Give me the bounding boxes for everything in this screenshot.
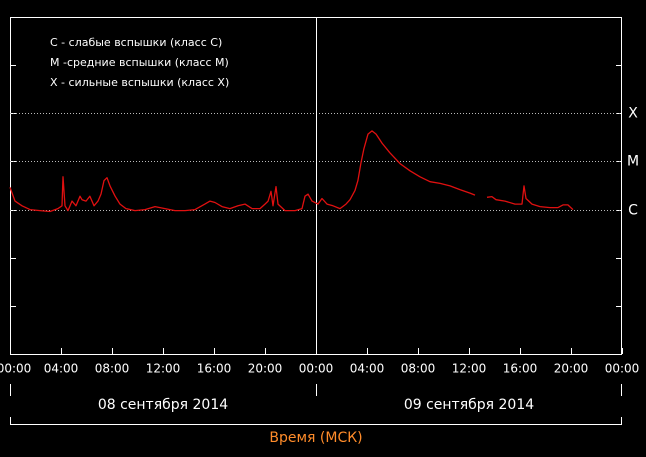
date-label: 08 сентября 2014 bbox=[98, 397, 228, 413]
x-tick-label: 04:00 bbox=[44, 362, 79, 376]
x-tick-label: 08:00 bbox=[401, 362, 436, 376]
y-tick-label: M bbox=[627, 154, 639, 170]
x-tick-label: 04:00 bbox=[350, 362, 385, 376]
y-tick-label: C bbox=[628, 203, 638, 219]
legend-note: M -средние вспышки (класс M) bbox=[50, 56, 229, 69]
flux-line bbox=[9, 130, 574, 213]
x-tick-label: 16:00 bbox=[197, 362, 232, 376]
y-tick-label: X bbox=[628, 106, 638, 122]
x-axis-label: Время (МСК) bbox=[269, 430, 362, 446]
x-tick-label: 00:00 bbox=[0, 362, 31, 376]
legend-note: C - слабые вспышки (класс C) bbox=[50, 36, 222, 49]
x-tick-label: 12:00 bbox=[146, 362, 181, 376]
date-brackets bbox=[10, 384, 622, 425]
x-tick-label: 20:00 bbox=[248, 362, 283, 376]
date-label: 09 сентября 2014 bbox=[404, 397, 534, 413]
x-tick-label: 00:00 bbox=[605, 362, 640, 376]
x-tick-label: 00:00 bbox=[299, 362, 334, 376]
x-tick-label: 20:00 bbox=[554, 362, 589, 376]
x-tick-label: 12:00 bbox=[452, 362, 487, 376]
legend-note: X - сильные вспышки (класс X) bbox=[50, 76, 229, 89]
x-tick-label: 16:00 bbox=[503, 362, 538, 376]
x-tick-label: 08:00 bbox=[95, 362, 130, 376]
